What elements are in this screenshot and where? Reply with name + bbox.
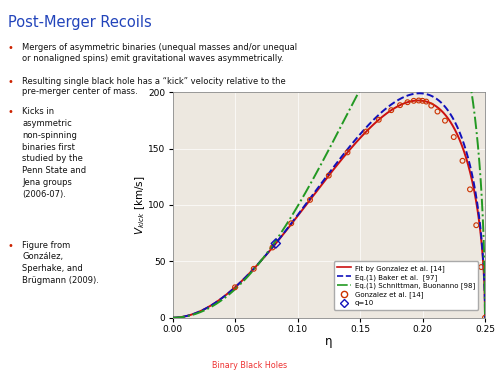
Point [481, 315, 489, 321]
Text: Post-Merger Recoils: Post-Merger Recoils [8, 15, 151, 30]
Text: Lee Lindblom  (Caltech): Lee Lindblom (Caltech) [8, 361, 103, 370]
Point [272, 241, 280, 247]
Point [306, 197, 314, 203]
Point [427, 103, 435, 109]
Point [250, 266, 258, 272]
Point [472, 222, 480, 228]
Text: •: • [8, 77, 14, 87]
Point [231, 284, 239, 290]
Y-axis label: $V_{kick}$ [km/s]: $V_{kick}$ [km/s] [133, 175, 147, 235]
Point [404, 99, 411, 105]
Legend: Fit by Gonzalez et al. [14], Eq.(1) Baker et al.  [97], Eq.(1) Schnittman, Buona: Fit by Gonzalez et al. [14], Eq.(1) Bake… [334, 261, 478, 310]
Point [375, 117, 383, 123]
Point [387, 107, 395, 113]
Text: Kicks in
asymmetric
non-spinning
binaries first
studied by the
Penn State and
Je: Kicks in asymmetric non-spinning binarie… [22, 107, 86, 199]
Point [287, 220, 295, 226]
Point [268, 244, 276, 250]
Text: Binary Black Holes: Binary Black Holes [212, 361, 288, 370]
Text: •: • [8, 241, 14, 251]
Point [434, 109, 442, 115]
Point [466, 186, 474, 193]
X-axis label: η: η [325, 335, 332, 348]
Text: UW Milwaukee 10/14/2011     27 / 32: UW Milwaukee 10/14/2011 27 / 32 [345, 361, 492, 370]
Point [415, 97, 423, 103]
Point [458, 158, 466, 164]
Text: •: • [8, 43, 14, 53]
Text: Resulting single black hole has a “kick” velocity relative to the
pre-merger cen: Resulting single black hole has a “kick”… [22, 77, 286, 97]
Text: •: • [8, 107, 14, 117]
Point [450, 134, 458, 140]
Text: Figure from
González,
Sperhake, and
Brügmann (2009).: Figure from González, Sperhake, and Brüg… [22, 241, 100, 285]
Point [418, 98, 426, 104]
Point [422, 99, 430, 105]
Point [441, 118, 449, 124]
Point [396, 102, 404, 108]
Point [325, 173, 333, 179]
Point [410, 98, 418, 104]
Point [477, 264, 485, 270]
Text: Mergers of asymmetric binaries (unequal masses and/or unequal
or nonaligned spin: Mergers of asymmetric binaries (unequal … [22, 43, 297, 63]
Point [344, 149, 351, 155]
Point [362, 129, 370, 135]
